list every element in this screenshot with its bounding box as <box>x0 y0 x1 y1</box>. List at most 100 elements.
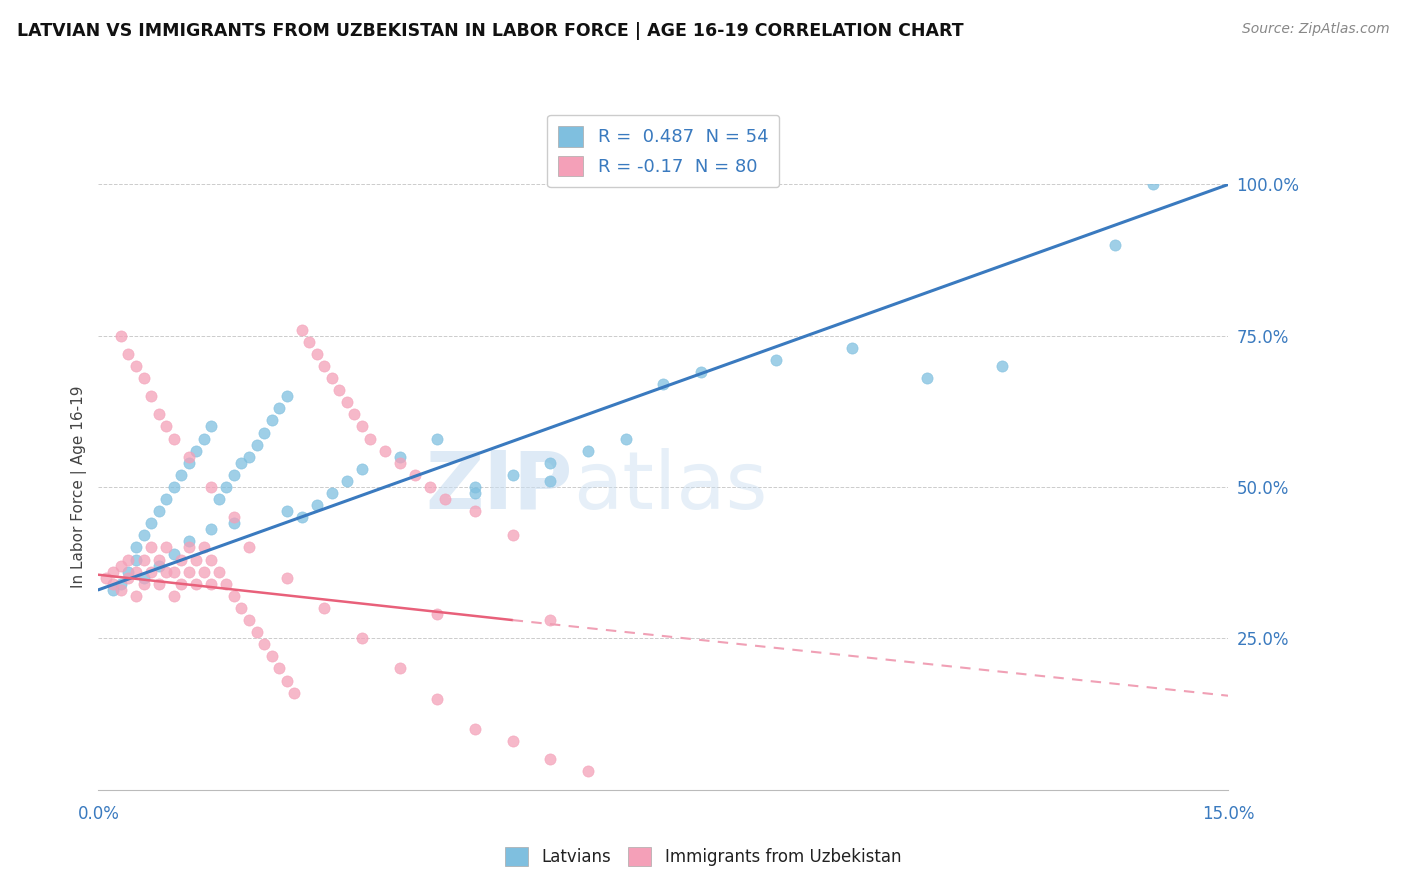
Point <box>464 722 486 736</box>
Point <box>991 359 1014 373</box>
Point <box>215 576 238 591</box>
Point <box>163 565 186 579</box>
Point <box>388 661 411 675</box>
Point <box>117 571 139 585</box>
Point <box>350 632 373 646</box>
Point <box>404 467 426 482</box>
Point <box>177 541 200 555</box>
Point <box>155 419 177 434</box>
Point <box>110 328 132 343</box>
Point <box>464 486 486 500</box>
Point <box>193 541 215 555</box>
Point <box>245 437 267 451</box>
Point <box>155 565 177 579</box>
Point <box>283 686 305 700</box>
Point <box>538 474 561 488</box>
Point <box>193 432 215 446</box>
Point <box>103 582 125 597</box>
Point <box>269 401 291 416</box>
Point <box>576 443 599 458</box>
Legend: R =  0.487  N = 54, R = -0.17  N = 80: R = 0.487 N = 54, R = -0.17 N = 80 <box>547 115 779 187</box>
Point <box>148 504 170 518</box>
Point <box>177 534 200 549</box>
Point <box>231 601 253 615</box>
Point <box>155 492 177 507</box>
Point <box>117 565 139 579</box>
Y-axis label: In Labor Force | Age 16-19: In Labor Force | Age 16-19 <box>72 385 87 588</box>
Point <box>132 571 155 585</box>
Text: Source: ZipAtlas.com: Source: ZipAtlas.com <box>1241 22 1389 37</box>
Point <box>276 504 298 518</box>
Point <box>200 419 222 434</box>
Point <box>291 323 314 337</box>
Point <box>200 576 222 591</box>
Point <box>576 764 599 779</box>
Point <box>238 450 260 464</box>
Point <box>260 413 283 427</box>
Point <box>148 558 170 573</box>
Point <box>269 661 291 675</box>
Point <box>328 383 350 397</box>
Point <box>125 552 148 566</box>
Point <box>132 371 155 385</box>
Point <box>305 347 328 361</box>
Point <box>110 558 132 573</box>
Point <box>291 510 314 524</box>
Point <box>148 552 170 566</box>
Point <box>321 371 343 385</box>
Point <box>253 425 276 440</box>
Point <box>163 589 186 603</box>
Legend: Latvians, Immigrants from Uzbekistan: Latvians, Immigrants from Uzbekistan <box>498 840 908 873</box>
Point <box>314 359 336 373</box>
Point <box>200 522 222 536</box>
Point <box>253 637 276 651</box>
Point <box>139 565 162 579</box>
Point <box>336 395 359 409</box>
Point <box>170 552 193 566</box>
Point <box>841 341 863 355</box>
Point <box>163 480 186 494</box>
Point <box>215 480 238 494</box>
Point <box>652 377 675 392</box>
Point <box>502 467 524 482</box>
Point <box>1104 238 1126 252</box>
Point <box>238 613 260 627</box>
Point <box>245 625 267 640</box>
Point <box>260 649 283 664</box>
Point <box>208 492 231 507</box>
Point <box>276 571 298 585</box>
Text: atlas: atlas <box>572 448 768 526</box>
Point <box>125 565 148 579</box>
Point <box>464 504 486 518</box>
Point <box>276 673 298 688</box>
Point <box>200 480 222 494</box>
Point <box>117 347 139 361</box>
Point <box>177 565 200 579</box>
Point <box>388 456 411 470</box>
Point <box>110 582 132 597</box>
Point <box>222 467 245 482</box>
Point <box>915 371 938 385</box>
Point <box>148 408 170 422</box>
Point <box>132 576 155 591</box>
Point <box>110 576 132 591</box>
Point <box>222 589 245 603</box>
Point <box>502 528 524 542</box>
Point <box>238 541 260 555</box>
Point <box>186 443 208 458</box>
Point <box>350 462 373 476</box>
Point <box>139 541 162 555</box>
Point <box>343 408 366 422</box>
Point <box>538 752 561 766</box>
Point <box>177 456 200 470</box>
Point <box>155 541 177 555</box>
Point <box>538 613 561 627</box>
Point <box>614 432 637 446</box>
Point <box>222 510 245 524</box>
Point <box>208 565 231 579</box>
Point <box>464 480 486 494</box>
Point <box>314 601 336 615</box>
Point <box>177 450 200 464</box>
Point <box>148 576 170 591</box>
Point <box>186 576 208 591</box>
